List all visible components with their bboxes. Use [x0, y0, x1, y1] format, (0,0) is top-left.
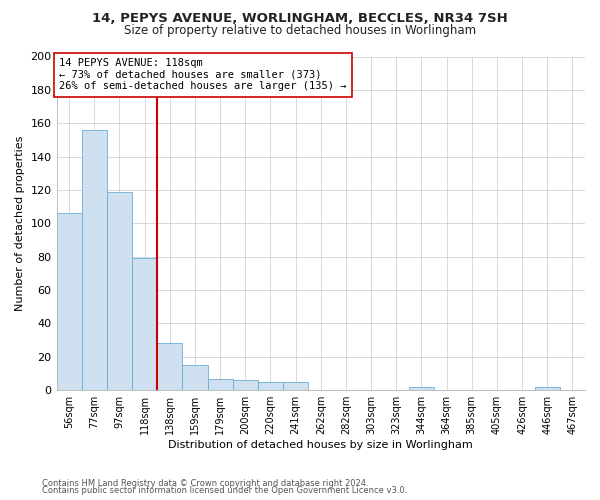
Bar [132, 258, 157, 390]
Text: 14, PEPYS AVENUE, WORLINGHAM, BECCLES, NR34 7SH: 14, PEPYS AVENUE, WORLINGHAM, BECCLES, N… [92, 12, 508, 26]
Text: Size of property relative to detached houses in Worlingham: Size of property relative to detached ho… [124, 24, 476, 37]
Text: 14 PEPYS AVENUE: 118sqm
← 73% of detached houses are smaller (373)
26% of semi-d: 14 PEPYS AVENUE: 118sqm ← 73% of detache… [59, 58, 347, 92]
Bar [409, 387, 434, 390]
Bar [182, 365, 208, 390]
X-axis label: Distribution of detached houses by size in Worlingham: Distribution of detached houses by size … [169, 440, 473, 450]
Bar [82, 130, 107, 390]
Bar [283, 382, 308, 390]
Bar [107, 192, 132, 390]
Bar [56, 214, 82, 390]
Text: Contains HM Land Registry data © Crown copyright and database right 2024.: Contains HM Land Registry data © Crown c… [42, 478, 368, 488]
Bar [258, 382, 283, 390]
Bar [233, 380, 258, 390]
Text: Contains public sector information licensed under the Open Government Licence v3: Contains public sector information licen… [42, 486, 407, 495]
Bar [157, 344, 182, 390]
Bar [208, 378, 233, 390]
Bar [535, 387, 560, 390]
Y-axis label: Number of detached properties: Number of detached properties [15, 136, 25, 311]
